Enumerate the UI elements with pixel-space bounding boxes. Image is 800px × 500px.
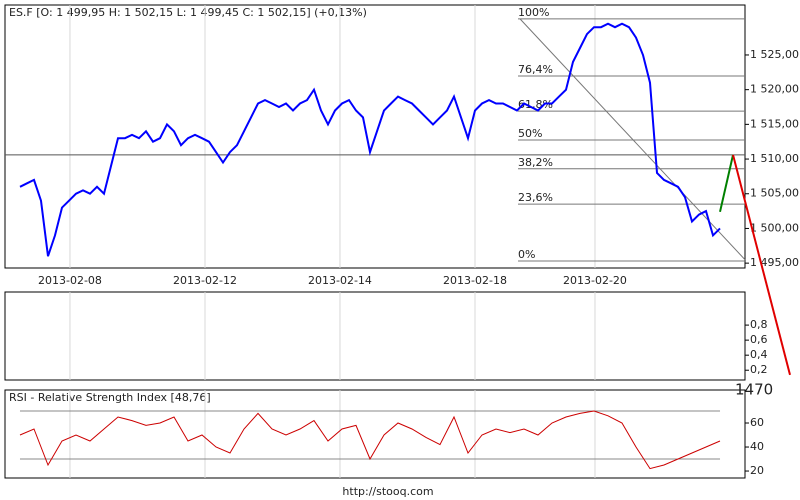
y-tick-label: 1 520,00 — [750, 83, 799, 96]
x-tick-label: 2013-02-20 — [563, 274, 627, 287]
trend-line — [732, 154, 791, 376]
y-tick-label: 0,6 — [750, 333, 768, 346]
rsi-title: RSI - Relative Strength Index [48,76] — [9, 391, 211, 404]
y-tick-label: 1 515,00 — [750, 117, 799, 130]
fib-label: 38,2% — [518, 156, 553, 169]
x-tick-label: 2013-02-14 — [308, 274, 372, 287]
fib-label: 0% — [518, 248, 535, 261]
y-tick-label: 0,4 — [750, 348, 768, 361]
fib-label: 23,6% — [518, 191, 553, 204]
price-title: ES.F [O: 1 499,95 H: 1 502,15 L: 1 499,4… — [9, 6, 367, 19]
data-line — [19, 22, 721, 257]
data-line — [19, 410, 721, 470]
trend-line — [719, 154, 735, 213]
y-tick-label: 60 — [750, 416, 764, 429]
fib-label: 100% — [518, 6, 549, 19]
fib-label: 76,4% — [518, 63, 553, 76]
y-tick-label: 1 500,00 — [750, 221, 799, 234]
rsi-panel — [4, 389, 746, 479]
y-tick-label: 20 — [750, 464, 764, 477]
y-tick-label: 1 510,00 — [750, 152, 799, 165]
fib-label: 50% — [518, 127, 542, 140]
x-tick-label: 2013-02-08 — [38, 274, 102, 287]
fib-label: 61,8% — [518, 98, 553, 111]
y-tick-label: 40 — [750, 440, 764, 453]
y-tick-label: 1 525,00 — [750, 48, 799, 61]
y-tick-label: 1 495,00 — [750, 256, 799, 269]
fib-trend — [519, 18, 746, 261]
volume-panel — [4, 291, 746, 381]
trend-label: 1470 — [735, 380, 773, 398]
y-tick-label: 1 505,00 — [750, 187, 799, 200]
x-tick-label: 2013-02-18 — [443, 274, 507, 287]
y-tick-label: 0,8 — [750, 318, 768, 331]
price-panel — [4, 4, 746, 269]
x-tick-label: 2013-02-12 — [173, 274, 237, 287]
y-tick-label: 0,2 — [750, 363, 768, 376]
footer: http://stooq.com — [342, 485, 433, 498]
